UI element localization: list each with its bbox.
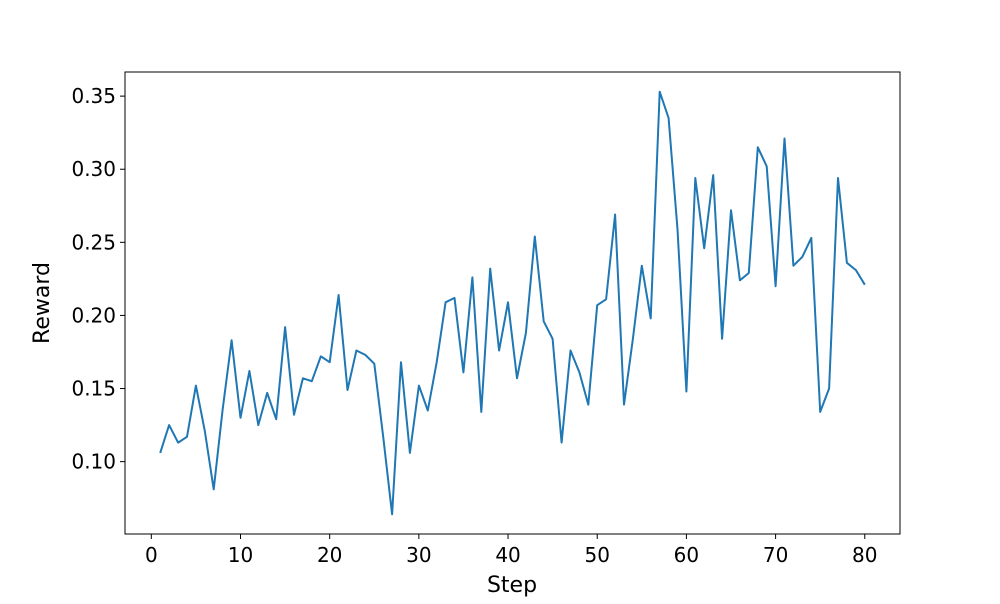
x-tick-label: 20	[317, 543, 342, 567]
y-tick-label: 0.10	[71, 450, 116, 474]
y-tick-label: 0.25	[71, 230, 116, 254]
x-tick-label: 10	[228, 543, 253, 567]
y-tick-label: 0.30	[71, 157, 116, 181]
y-axis-label: Reward	[30, 262, 55, 344]
x-tick-label: 60	[674, 543, 699, 567]
y-tick-label: 0.35	[71, 84, 116, 108]
y-tick-label: 0.20	[71, 303, 116, 327]
y-tick-label: 0.15	[71, 377, 116, 401]
x-axis-label: Step	[487, 573, 537, 598]
x-tick-label: 70	[763, 543, 788, 567]
x-tick-label: 40	[495, 543, 520, 567]
x-tick-label: 80	[852, 543, 877, 567]
x-tick-label: 0	[145, 543, 158, 567]
x-axis: 0 10 20 30 40 50 60 70 80	[145, 534, 878, 567]
x-tick-label: 50	[584, 543, 609, 567]
x-tick-label: 30	[406, 543, 431, 567]
y-axis: 0.10 0.15 0.20 0.25 0.30 0.35	[71, 84, 125, 474]
